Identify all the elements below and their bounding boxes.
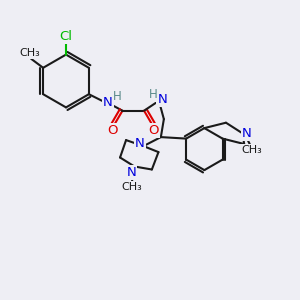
Text: H: H bbox=[113, 90, 122, 104]
Text: Cl: Cl bbox=[59, 30, 73, 43]
Text: N: N bbox=[103, 96, 113, 109]
Text: CH₃: CH₃ bbox=[122, 182, 142, 192]
Text: H: H bbox=[149, 88, 158, 101]
Text: N: N bbox=[158, 93, 167, 106]
Text: CH₃: CH₃ bbox=[241, 145, 262, 155]
Text: N: N bbox=[242, 127, 252, 140]
Text: N: N bbox=[127, 166, 136, 179]
Text: O: O bbox=[149, 124, 159, 137]
Text: O: O bbox=[107, 124, 118, 137]
Text: CH₃: CH₃ bbox=[19, 48, 40, 59]
Text: N: N bbox=[135, 137, 145, 150]
